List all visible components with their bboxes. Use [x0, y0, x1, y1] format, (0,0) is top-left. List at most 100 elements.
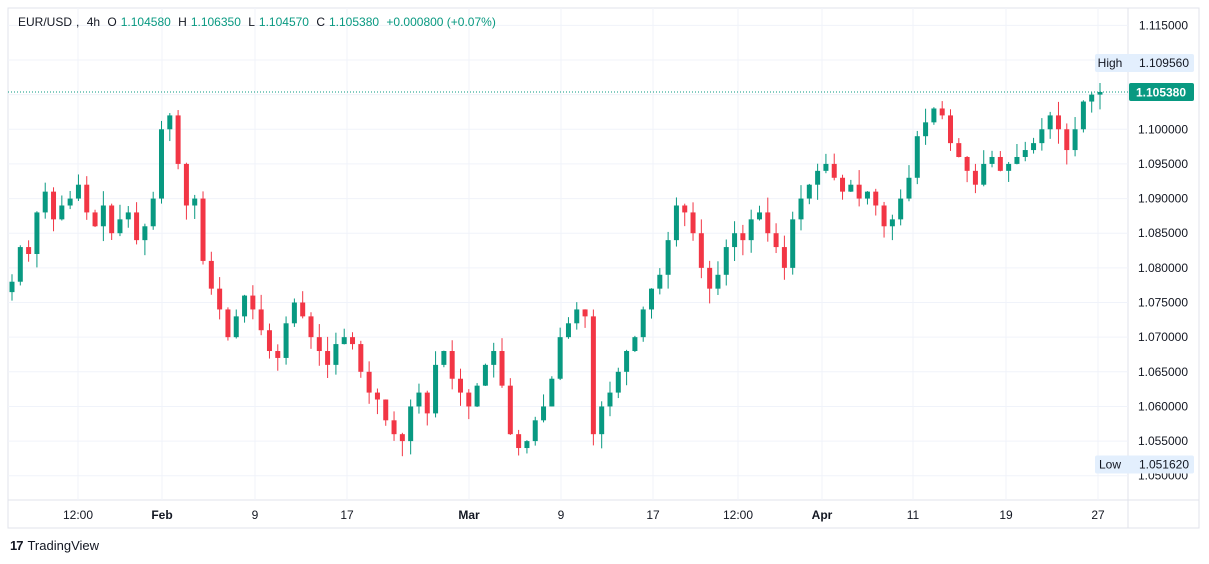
- candle-body: [424, 392, 430, 414]
- x-tick-label: Apr: [812, 508, 833, 522]
- candle-body: [1064, 129, 1070, 151]
- candle-body: [1055, 115, 1061, 130]
- y-tick-label: 1.065000: [1138, 365, 1188, 379]
- candle-body: [607, 392, 613, 407]
- candle-body: [582, 309, 588, 317]
- candle-body: [117, 219, 123, 234]
- candle-body: [831, 163, 837, 178]
- candle-body: [17, 247, 23, 282]
- candle-body: [217, 288, 223, 310]
- candle-body: [864, 191, 870, 199]
- low-value: 1.104570: [258, 15, 309, 29]
- candle-body: [59, 205, 65, 220]
- candle-body: [732, 233, 738, 248]
- candle-body: [740, 233, 746, 241]
- candle-body: [374, 392, 380, 400]
- candle-body: [632, 337, 638, 352]
- x-tick-label: 17: [340, 508, 354, 522]
- candle-body: [881, 205, 887, 227]
- x-tick-label: 27: [1091, 508, 1105, 522]
- candle-body: [1031, 143, 1037, 151]
- candle-body: [366, 371, 372, 393]
- candle-body: [167, 115, 173, 130]
- candle-body: [923, 122, 929, 137]
- y-tick-label: 1.055000: [1138, 434, 1188, 448]
- candle-body: [599, 406, 605, 435]
- candle-body: [474, 385, 480, 407]
- candle-body: [939, 108, 945, 116]
- change-value: +0.000800 (+0.07%): [386, 15, 496, 29]
- high-label: H: [178, 15, 187, 29]
- candle-body: [1080, 101, 1086, 130]
- candle-body: [532, 420, 538, 442]
- candle-body: [773, 233, 779, 248]
- candle-body: [258, 309, 264, 331]
- candle-body: [1006, 163, 1012, 171]
- open-value: 1.104580: [120, 15, 171, 29]
- candle-body: [1072, 129, 1078, 151]
- candle-body: [266, 330, 272, 352]
- candle-body: [964, 156, 970, 171]
- candle-body: [441, 351, 447, 365]
- candle-body: [275, 351, 281, 358]
- candle-body: [250, 295, 256, 310]
- candle-body: [873, 191, 879, 206]
- y-tick-label: 1.095000: [1138, 157, 1188, 171]
- candle-body: [1089, 94, 1095, 102]
- x-tick-label: Mar: [458, 508, 480, 522]
- candle-body: [449, 351, 455, 379]
- candle-body: [956, 143, 962, 157]
- candle-body: [482, 364, 488, 386]
- candle-body: [981, 163, 987, 185]
- candle-body: [416, 392, 422, 407]
- candle-body: [707, 267, 713, 289]
- candle-body: [192, 198, 198, 206]
- y-tick-label: 1.060000: [1138, 399, 1188, 413]
- candle-body: [682, 205, 688, 213]
- marker-value-high: 1.109560: [1139, 56, 1189, 70]
- candle-body: [823, 163, 829, 171]
- candle-body: [748, 219, 754, 241]
- y-tick-label: 1.080000: [1138, 261, 1188, 275]
- close-label: C: [316, 15, 325, 29]
- candle-body: [242, 295, 248, 317]
- candle-body: [815, 170, 821, 185]
- candle-body: [790, 219, 796, 268]
- candle-body: [756, 212, 762, 220]
- candle-body: [92, 212, 98, 227]
- candle-body: [383, 399, 389, 421]
- candle-body: [615, 371, 621, 393]
- tradingview-branding[interactable]: 17 TradingView: [10, 538, 99, 553]
- candle-body: [142, 226, 148, 241]
- open-label: O: [107, 15, 117, 29]
- marker-badge-high: [1095, 54, 1194, 73]
- candle-body: [225, 309, 231, 338]
- candle-body: [391, 420, 397, 435]
- candle-body: [848, 184, 854, 192]
- candle-body: [765, 212, 771, 234]
- candle-body: [183, 163, 189, 206]
- candle-body: [549, 378, 555, 407]
- y-tick-label: 1.075000: [1138, 296, 1188, 310]
- candle-body: [507, 385, 513, 435]
- candle-body: [325, 351, 331, 365]
- ohlc-legend: EUR/USD, 4h O 1.104580 H 1.106350 L 1.10457…: [18, 15, 496, 29]
- low-label: L: [248, 15, 255, 29]
- brand-name: TradingView: [27, 538, 100, 553]
- candle-body: [798, 198, 804, 220]
- candle-body: [715, 274, 721, 289]
- candle-body: [125, 212, 131, 220]
- marker-name-low: Low: [1099, 458, 1121, 472]
- candle-body: [333, 344, 339, 365]
- candle-body: [1014, 156, 1020, 164]
- high-value: 1.106350: [190, 15, 241, 29]
- x-tick-label: 17: [646, 508, 660, 522]
- x-tick-label: 11: [907, 508, 920, 522]
- candle-body: [134, 212, 140, 241]
- candle-body: [1097, 91, 1103, 95]
- y-tick-label: 1.085000: [1138, 226, 1188, 240]
- candle-body: [233, 316, 239, 338]
- candle-body: [283, 323, 289, 358]
- candle-body: [524, 441, 530, 449]
